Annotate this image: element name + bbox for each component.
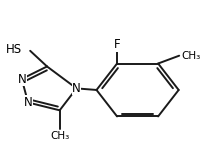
Text: HS: HS [6, 43, 22, 56]
Text: F: F [114, 38, 120, 51]
Text: CH₃: CH₃ [50, 131, 69, 141]
Text: N: N [17, 73, 26, 85]
Text: N: N [72, 82, 81, 95]
Text: N: N [24, 96, 32, 109]
Text: CH₃: CH₃ [181, 51, 201, 61]
